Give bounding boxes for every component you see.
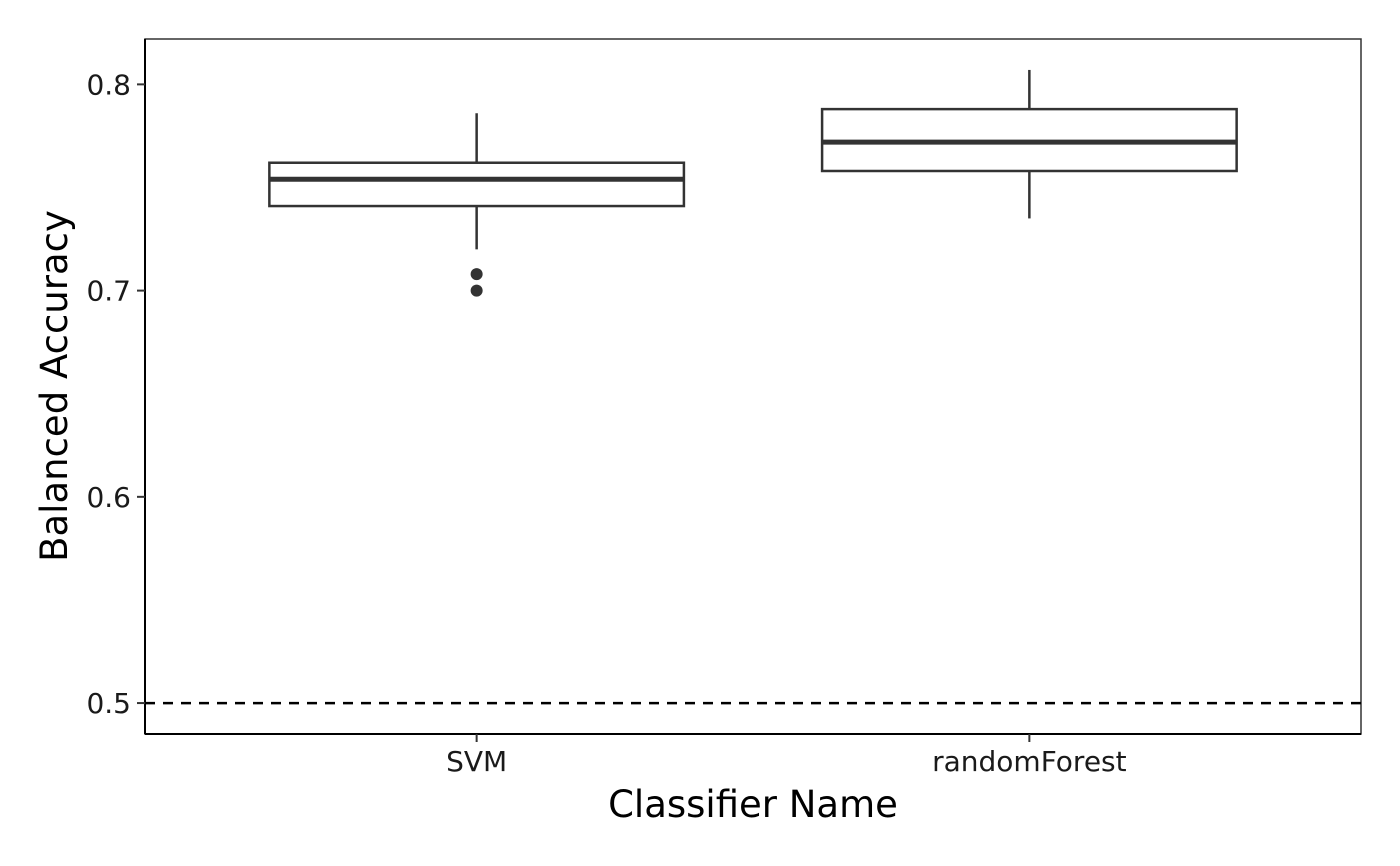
- y-tick-label: 0.6: [86, 481, 131, 514]
- y-axis-title: Balanced Accuracy: [33, 210, 76, 562]
- x-tick-label: SVM: [446, 745, 507, 778]
- boxes-layer: [268, 69, 1238, 297]
- y-tick-label: 0.7: [86, 275, 131, 308]
- y-tick-label: 0.5: [86, 687, 131, 720]
- axes-layer: [144, 39, 1361, 735]
- box-group: [268, 113, 686, 297]
- outlier-point: [470, 284, 483, 297]
- outlier-point: [470, 268, 483, 281]
- x-axis-title: Classifier Name: [608, 783, 898, 826]
- box-group: [820, 69, 1238, 219]
- y-tick-label: 0.8: [86, 68, 131, 101]
- ticks-layer: 0.5 0.6 0.7 0.8 SVM randomForest: [86, 68, 1126, 778]
- box-iqr: [268, 161, 686, 208]
- x-tick-label: randomForest: [932, 745, 1127, 778]
